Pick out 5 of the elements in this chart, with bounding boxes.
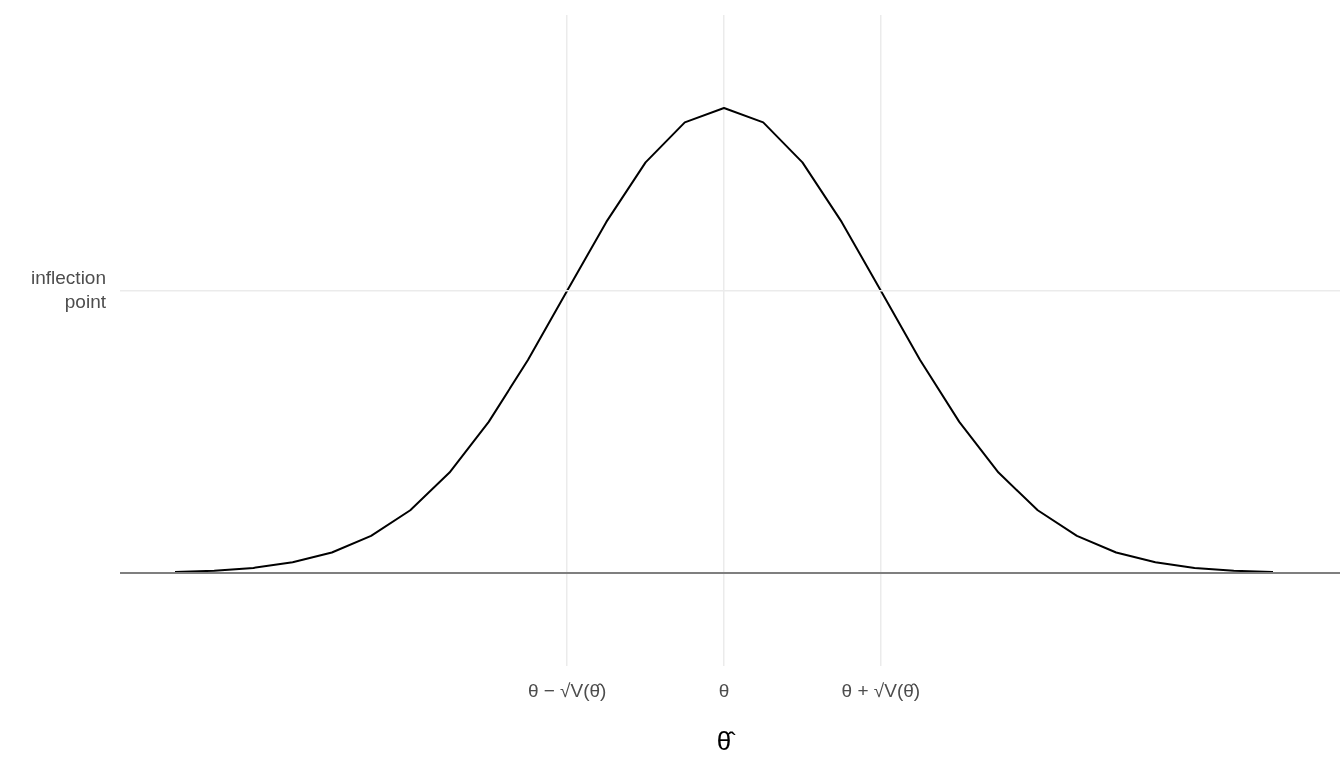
x-tick-label: θ + √V(θ̂) <box>841 679 921 701</box>
ref-line-label: inflection point <box>31 266 107 312</box>
x-axis-title: θ̂ <box>716 725 737 756</box>
x-tick-label: θ − √V(θ̂) <box>527 679 607 701</box>
x-tick-label: θ <box>718 679 730 701</box>
